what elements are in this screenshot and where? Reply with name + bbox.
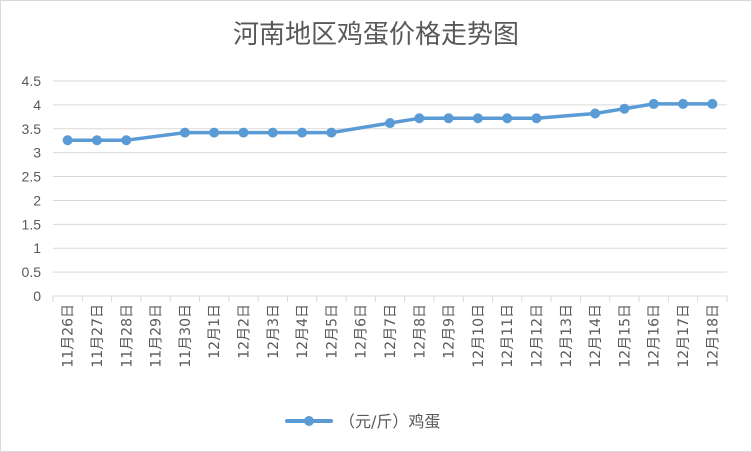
y-tick-label: 4 bbox=[33, 97, 41, 113]
x-tick-label: 12月1日 bbox=[207, 304, 223, 359]
x-tick-label: 12月7日 bbox=[383, 304, 399, 359]
y-tick-label: 4.5 bbox=[22, 73, 42, 89]
data-point bbox=[121, 135, 132, 146]
x-tick-label: 12月16日 bbox=[647, 304, 663, 368]
x-tick-label: 12月10日 bbox=[471, 304, 487, 368]
data-point bbox=[179, 127, 190, 138]
legend-dot-marker bbox=[304, 416, 314, 426]
data-point bbox=[707, 98, 718, 109]
axes bbox=[52, 295, 728, 302]
chart-title: 河南地区鸡蛋价格走势图 bbox=[233, 20, 519, 50]
series-layer bbox=[62, 98, 718, 146]
y-tick-label: 3.5 bbox=[22, 121, 42, 137]
x-tick-label: 12月15日 bbox=[617, 304, 633, 368]
x-tick-label: 11月29日 bbox=[149, 304, 165, 368]
x-tick-label: 11月26日 bbox=[61, 304, 77, 368]
data-point bbox=[62, 135, 73, 146]
x-tick-label: 12月14日 bbox=[588, 304, 604, 368]
gridlines bbox=[53, 80, 727, 273]
data-point bbox=[590, 108, 601, 119]
data-point bbox=[414, 113, 425, 124]
y-tick-label: 1 bbox=[33, 240, 41, 256]
x-tick-label: 12月11日 bbox=[500, 304, 516, 368]
y-tick-label: 2 bbox=[33, 192, 41, 208]
x-tick-label: 12月18日 bbox=[705, 304, 721, 368]
x-tick-label: 12月4日 bbox=[295, 304, 311, 359]
x-tick-label: 11月27日 bbox=[90, 304, 106, 368]
x-axis-tick-labels: 11月26日 11月27日 11月28日 11月29日 11月30日 12月1日 12月2日… bbox=[61, 304, 722, 368]
data-point bbox=[648, 98, 659, 109]
data-point bbox=[385, 118, 395, 129]
y-tick-label: 2.5 bbox=[22, 169, 42, 185]
data-point bbox=[91, 135, 102, 146]
x-tick-label: 12月12日 bbox=[530, 304, 546, 368]
data-point bbox=[502, 113, 513, 124]
x-tick-label: 12月5日 bbox=[324, 304, 340, 359]
data-point bbox=[443, 113, 454, 124]
x-tick-label: 12月2日 bbox=[236, 304, 252, 359]
data-point bbox=[267, 127, 278, 138]
data-point bbox=[209, 127, 220, 138]
y-tick-label: 3 bbox=[33, 145, 41, 161]
data-point bbox=[297, 127, 308, 138]
x-tick-label: 12月8日 bbox=[412, 304, 428, 359]
data-point bbox=[678, 98, 689, 109]
y-tick-label: 1.5 bbox=[22, 216, 42, 232]
y-axis-tick-labels: 0 0.5 1 1.5 2 2.5 3 3.5 4 4.5 bbox=[22, 73, 42, 304]
x-tick-label: 11月28日 bbox=[119, 304, 135, 368]
data-point bbox=[531, 113, 542, 124]
x-tick-label: 11月30日 bbox=[178, 304, 194, 368]
x-tick-label: 12月3日 bbox=[266, 304, 282, 359]
y-tick-label: 0.5 bbox=[22, 264, 42, 280]
data-point bbox=[326, 127, 337, 138]
x-tick-label: 12月6日 bbox=[354, 304, 370, 359]
x-tick-label: 12月9日 bbox=[442, 304, 458, 359]
data-point bbox=[619, 103, 630, 114]
legend-label: （元/斤）鸡蛋 bbox=[339, 412, 440, 431]
x-tick-label: 12月13日 bbox=[559, 304, 575, 368]
legend: （元/斤）鸡蛋 bbox=[285, 412, 440, 431]
y-tick-label: 0 bbox=[33, 288, 41, 304]
data-point bbox=[238, 127, 249, 138]
data-point bbox=[472, 113, 483, 124]
x-tick-label: 12月17日 bbox=[676, 304, 692, 368]
